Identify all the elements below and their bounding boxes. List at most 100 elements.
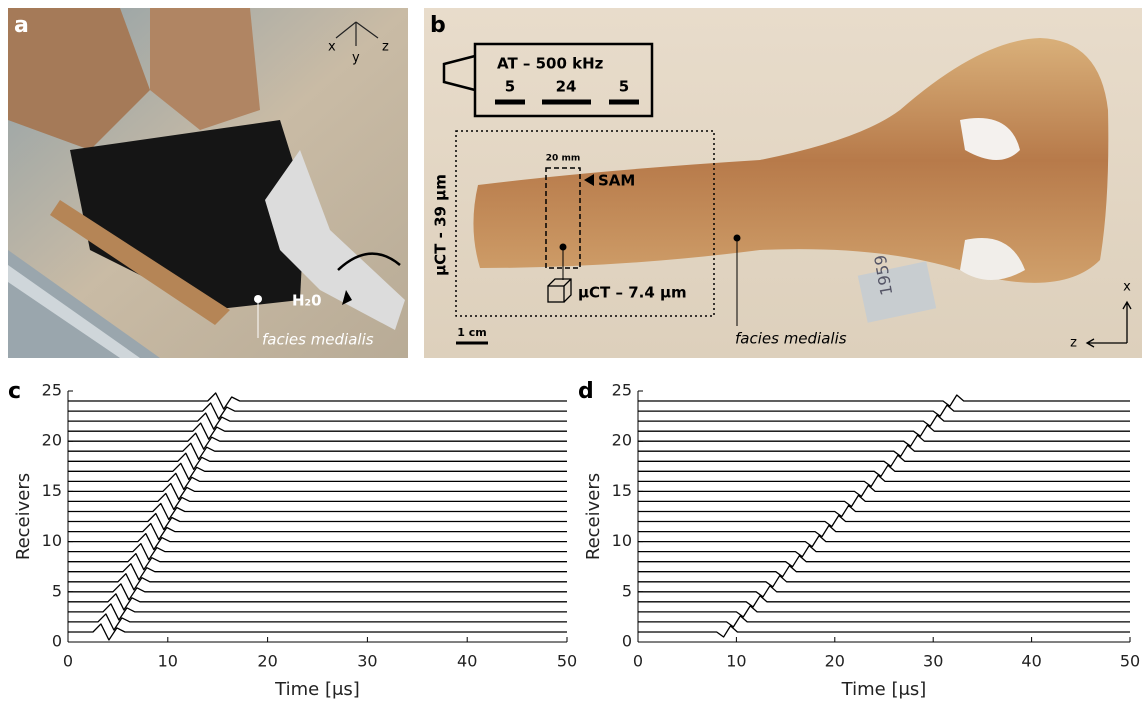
axis-z: z — [382, 40, 389, 55]
photo-a — [8, 8, 408, 358]
trace — [638, 424, 1130, 437]
x-tick-label: 30 — [923, 652, 943, 671]
trace — [68, 552, 567, 571]
trace — [68, 412, 567, 430]
trace — [638, 524, 1130, 538]
rotation-arrow — [337, 252, 401, 271]
y-tick-label: 25 — [42, 381, 62, 400]
trace — [68, 583, 567, 601]
photo-b — [424, 8, 1142, 358]
x-tick-label: 50 — [557, 652, 577, 671]
trace — [68, 452, 567, 470]
y-tick-label: 15 — [42, 481, 62, 500]
trace — [68, 563, 567, 581]
x-tick-label: 40 — [457, 652, 477, 671]
sam-label: SAM — [598, 172, 635, 190]
trace — [638, 605, 1130, 618]
medium-label: H₂0 — [292, 292, 322, 310]
trace — [68, 613, 567, 631]
y-tick-label: 25 — [612, 381, 632, 400]
trace — [68, 573, 567, 591]
cube — [547, 278, 572, 303]
trace — [638, 434, 1130, 447]
trace — [68, 392, 567, 410]
axis-x: x — [328, 40, 336, 55]
roi — [545, 167, 581, 269]
trace — [68, 462, 567, 481]
axes-icon — [335, 21, 379, 46]
trace — [68, 603, 567, 621]
x-tick-label: 20 — [825, 652, 845, 671]
y-tick-label: 0 — [622, 632, 632, 651]
y-tick-label: 10 — [42, 531, 62, 550]
axis-y: y — [352, 51, 360, 66]
annotation: facies medialis — [262, 331, 374, 349]
trace — [638, 544, 1130, 558]
y-tick-label: 5 — [622, 581, 632, 600]
x-axis-label: Time [μs] — [274, 679, 360, 700]
trace — [68, 492, 567, 511]
y-tick-label: 15 — [612, 481, 632, 500]
panel-label: a — [14, 13, 29, 38]
trace — [638, 595, 1130, 608]
element-count: 5 — [505, 78, 515, 96]
trace — [638, 464, 1130, 477]
ct-roi — [455, 130, 715, 317]
trace — [68, 512, 567, 531]
y-tick-label: 20 — [612, 431, 632, 450]
trace — [638, 575, 1130, 588]
trace — [638, 585, 1130, 598]
trace — [638, 474, 1130, 488]
y-tick-label: 20 — [42, 431, 62, 450]
trace — [638, 504, 1130, 518]
panel-label: c — [8, 379, 21, 404]
axis-z: z — [1070, 336, 1077, 351]
y-axis-label: Receivers — [13, 473, 34, 560]
ct-small-label: μCT – 7.4 μm — [578, 284, 687, 302]
trace — [638, 514, 1130, 528]
y-axis-label: Receivers — [583, 473, 604, 560]
x-tick-label: 10 — [158, 652, 178, 671]
x-tick-label: 30 — [357, 652, 377, 671]
x-axis-label: Time [μs] — [841, 679, 927, 700]
trace — [68, 593, 567, 611]
trace — [638, 625, 1130, 638]
trace — [68, 442, 567, 460]
trace — [68, 623, 567, 641]
roi-size: 20 mm — [546, 154, 580, 164]
element-count: 24 — [556, 78, 577, 96]
x-tick-label: 0 — [633, 652, 643, 671]
trace — [68, 522, 567, 541]
trace — [68, 402, 567, 420]
panel-label: b — [430, 13, 446, 38]
x-tick-label: 10 — [726, 652, 746, 671]
trace — [638, 404, 1130, 417]
x-tick-label: 40 — [1021, 652, 1041, 671]
transducer — [442, 42, 654, 118]
trace — [68, 432, 567, 450]
trace — [638, 394, 1130, 407]
panel-label: d — [578, 379, 594, 404]
trace — [68, 482, 567, 501]
trace — [638, 615, 1130, 628]
ct-large-label: μCT - 39 μm — [432, 174, 450, 276]
trace — [638, 454, 1130, 467]
element-count: 5 — [619, 78, 629, 96]
annotation: facies medialis — [735, 330, 847, 348]
trace — [638, 444, 1130, 457]
trace — [638, 484, 1130, 498]
trace — [68, 542, 567, 561]
transducer-label: AT – 500 kHz — [497, 55, 604, 73]
scale-label: 1 cm — [457, 326, 486, 339]
trace — [638, 414, 1130, 427]
x-tick-label: 0 — [63, 652, 73, 671]
x-tick-label: 50 — [1120, 652, 1140, 671]
trace — [68, 422, 567, 440]
trace — [68, 532, 567, 551]
trace — [638, 534, 1130, 548]
x-tick-label: 20 — [257, 652, 277, 671]
axis-x: x — [1123, 280, 1131, 295]
trace — [68, 472, 567, 491]
trace — [638, 555, 1130, 568]
